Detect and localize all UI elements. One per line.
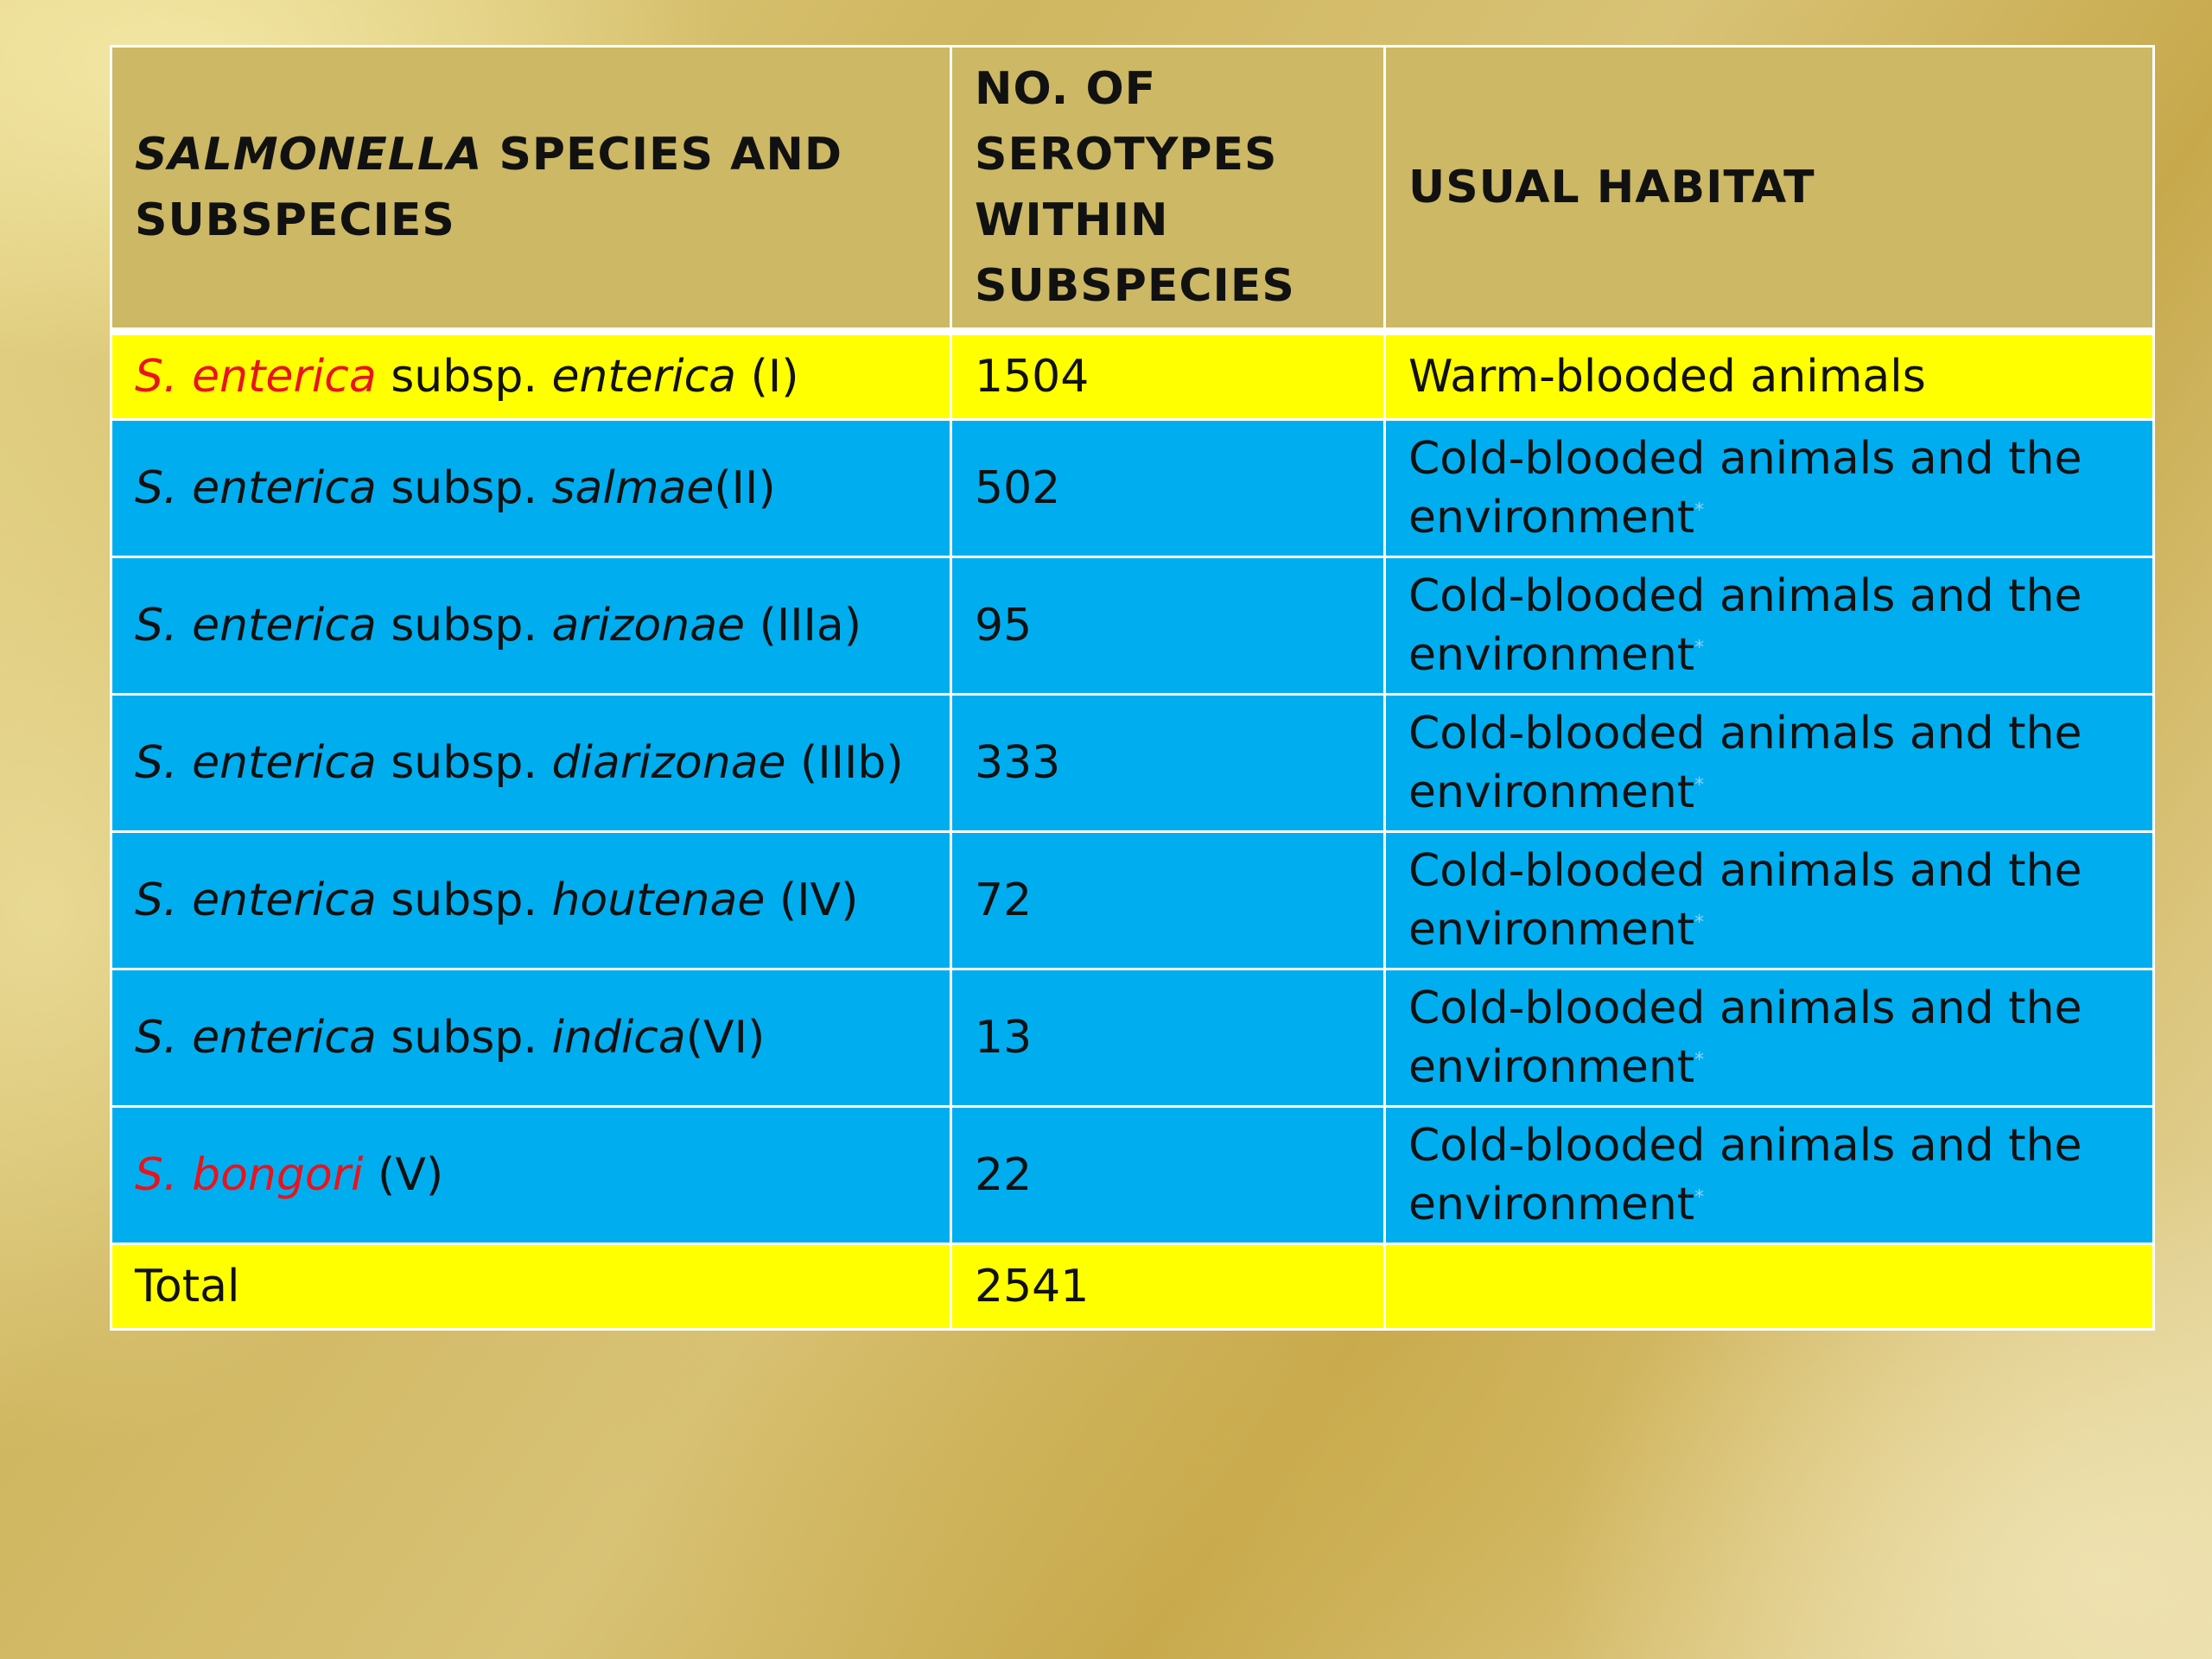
- subsp-suffix: (IV): [779, 874, 859, 926]
- species-genus: S. enterica: [135, 737, 377, 789]
- subsp-label: subsp.: [391, 874, 537, 926]
- habitat-cell: Cold-blooded animals and the environment…: [1383, 1105, 2155, 1245]
- total-label: Total: [110, 1243, 952, 1331]
- subsp-suffix: (V): [378, 1149, 444, 1201]
- salmonella-table: SALMONELLA SPECIES AND SUBSPECIES NO. OF…: [110, 45, 2155, 1331]
- subsp-name: indica: [551, 1012, 686, 1064]
- subsp-suffix: (II): [714, 462, 776, 514]
- serotype-count: 1504: [950, 330, 1386, 421]
- subsp-suffix: (VI): [685, 1012, 766, 1064]
- species-cell: S. enterica subsp. salmae(II): [110, 418, 952, 558]
- header-species: SALMONELLA SPECIES AND SUBSPECIES: [110, 45, 952, 335]
- footnote-asterisk: *: [1694, 774, 1705, 797]
- subsp-label: subsp.: [391, 737, 537, 789]
- serotype-count: 502: [950, 418, 1386, 558]
- header-row: SALMONELLA SPECIES AND SUBSPECIES NO. OF…: [110, 45, 2155, 335]
- subsp-label: subsp.: [391, 1012, 537, 1064]
- header-serotypes: NO. OF SEROTYPES WITHIN SUBSPECIES: [950, 45, 1386, 335]
- footnote-asterisk: *: [1694, 1186, 1705, 1209]
- table-row: S. enterica subsp. diarizonae (IIIb) 333…: [110, 693, 2155, 833]
- footnote-asterisk: *: [1694, 912, 1705, 934]
- total-count: 2541: [950, 1243, 1386, 1331]
- habitat-text: Cold-blooded animals and the environment: [1408, 570, 2082, 681]
- table-row: S. enterica subsp. arizonae (IIIa) 95 Co…: [110, 556, 2155, 696]
- total-habitat: [1383, 1243, 2155, 1331]
- header-habitat: USUAL HABITAT: [1383, 45, 2155, 335]
- table-row: S. enterica subsp. enterica (I) 1504 War…: [110, 330, 2155, 421]
- footnote-asterisk: *: [1694, 499, 1705, 522]
- footnote-asterisk: *: [1694, 637, 1705, 659]
- species-genus: S. enterica: [135, 874, 377, 926]
- salmonella-table-container: SALMONELLA SPECIES AND SUBSPECIES NO. OF…: [110, 45, 2155, 1331]
- total-row: Total 2541: [110, 1243, 2155, 1331]
- subsp-label: subsp.: [391, 600, 537, 652]
- subsp-name: houtenae: [551, 874, 766, 926]
- species-cell: S. enterica subsp. arizonae (IIIa): [110, 556, 952, 696]
- subsp-name: arizonae: [551, 600, 746, 652]
- habitat-cell: Cold-blooded animals and the environment…: [1383, 693, 2155, 833]
- habitat-text: Cold-blooded animals and the environment: [1408, 982, 2082, 1093]
- habitat-cell: Cold-blooded animals and the environment…: [1383, 830, 2155, 970]
- subsp-suffix: (IIIa): [759, 600, 862, 652]
- subsp-name: salmae: [551, 462, 715, 514]
- subsp-suffix: (I): [750, 351, 799, 403]
- habitat-cell: Cold-blooded animals and the environment…: [1383, 418, 2155, 558]
- habitat-text: Warm-blooded animals: [1408, 351, 1926, 403]
- serotype-count: 13: [950, 968, 1386, 1108]
- habitat-text: Cold-blooded animals and the environment: [1408, 708, 2082, 818]
- species-genus: S. enterica: [135, 351, 377, 403]
- species-cell: S. enterica subsp. enterica (I): [110, 330, 952, 421]
- subsp-label: subsp.: [391, 462, 537, 514]
- habitat-text: Cold-blooded animals and the environment: [1408, 1120, 2082, 1230]
- serotype-count: 95: [950, 556, 1386, 696]
- habitat-cell: Warm-blooded animals: [1383, 330, 2155, 421]
- header-species-rest: SPECIES AND SUBSPECIES: [135, 129, 843, 246]
- species-cell: S. enterica subsp. houtenae (IV): [110, 830, 952, 970]
- species-cell: S. enterica subsp. indica(VI): [110, 968, 952, 1108]
- species-cell: S. enterica subsp. diarizonae (IIIb): [110, 693, 952, 833]
- species-cell: S. bongori (V): [110, 1105, 952, 1245]
- habitat-text: Cold-blooded animals and the environment: [1408, 845, 2082, 956]
- habitat-cell: Cold-blooded animals and the environment…: [1383, 968, 2155, 1108]
- subsp-suffix: (IIIb): [800, 737, 904, 789]
- species-genus: S. enterica: [135, 1012, 377, 1064]
- species-genus: S. enterica: [135, 462, 377, 514]
- serotype-count: 22: [950, 1105, 1386, 1245]
- subsp-name: diarizonae: [551, 737, 786, 789]
- species-genus: S. bongori: [135, 1149, 364, 1201]
- header-species-genus: SALMONELLA: [135, 129, 483, 181]
- species-genus: S. enterica: [135, 600, 377, 652]
- habitat-text: Cold-blooded animals and the environment: [1408, 433, 2082, 543]
- footnote-asterisk: *: [1694, 1049, 1705, 1071]
- subsp-name: enterica: [551, 351, 737, 403]
- habitat-cell: Cold-blooded animals and the environment…: [1383, 556, 2155, 696]
- serotype-count: 72: [950, 830, 1386, 970]
- table-row: S. enterica subsp. houtenae (IV) 72 Cold…: [110, 830, 2155, 970]
- subsp-label: subsp.: [391, 351, 537, 403]
- table-row: S. enterica subsp. salmae(II) 502 Cold-b…: [110, 418, 2155, 558]
- table-row: S. enterica subsp. indica(VI) 13 Cold-bl…: [110, 968, 2155, 1108]
- serotype-count: 333: [950, 693, 1386, 833]
- table-row: S. bongori (V) 22 Cold-blooded animals a…: [110, 1105, 2155, 1245]
